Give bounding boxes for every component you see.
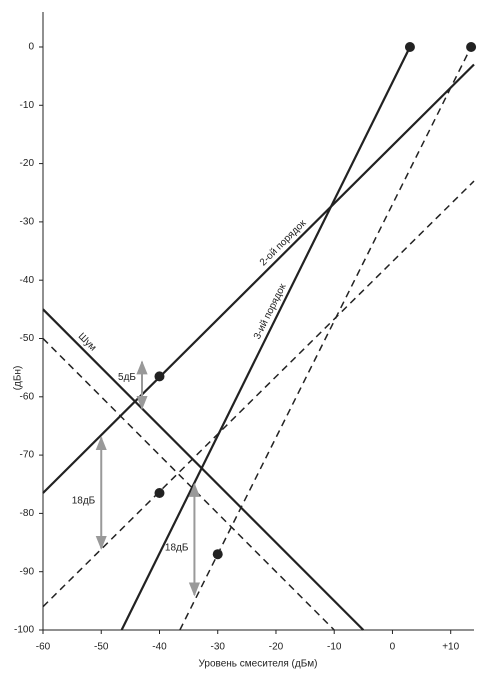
dashed-line bbox=[179, 46, 472, 631]
line-label: 3-ий порядок bbox=[252, 282, 289, 342]
x-tick-label: -10 bbox=[327, 642, 342, 653]
x-tick-label: +10 bbox=[442, 642, 459, 653]
y-tick-label: -10 bbox=[20, 100, 35, 111]
x-tick-label: -40 bbox=[152, 642, 167, 653]
x-axis-label: Уровень смесителя (дБм) bbox=[199, 659, 318, 670]
point bbox=[154, 371, 165, 382]
line bbox=[42, 63, 475, 494]
line bbox=[120, 46, 411, 631]
y-tick-label: 0 bbox=[28, 42, 34, 53]
point bbox=[466, 41, 477, 52]
line-label: Шум bbox=[76, 331, 99, 354]
y-tick-label: -80 bbox=[20, 508, 35, 519]
x-tick-label: -50 bbox=[94, 642, 109, 653]
arrow-label: 18дБ bbox=[165, 542, 189, 553]
arrow-label: 5дБ bbox=[118, 372, 136, 383]
y-tick-label: -50 bbox=[20, 333, 35, 344]
point bbox=[212, 549, 223, 560]
y-tick-label: -40 bbox=[20, 275, 35, 286]
y-tick-label: -70 bbox=[20, 450, 35, 461]
x-tick-label: -20 bbox=[269, 642, 284, 653]
y-tick-label: -20 bbox=[20, 158, 35, 169]
y-tick-label: -100 bbox=[14, 625, 34, 636]
point bbox=[404, 41, 415, 52]
point bbox=[154, 487, 165, 498]
y-tick-label: -90 bbox=[20, 566, 35, 577]
x-tick-label: 0 bbox=[390, 642, 396, 653]
line bbox=[42, 308, 365, 631]
x-tick-label: -30 bbox=[211, 642, 226, 653]
dashed-line bbox=[42, 180, 475, 608]
y-axis-label: (дБн) bbox=[13, 366, 24, 391]
line-label: 2-ой порядок bbox=[258, 218, 309, 269]
arrow-label: 18дБ bbox=[72, 496, 96, 507]
dashed-line bbox=[42, 337, 335, 631]
y-tick-label: -60 bbox=[20, 391, 35, 402]
x-tick-label: -60 bbox=[36, 642, 51, 653]
y-tick-label: -30 bbox=[20, 217, 35, 228]
